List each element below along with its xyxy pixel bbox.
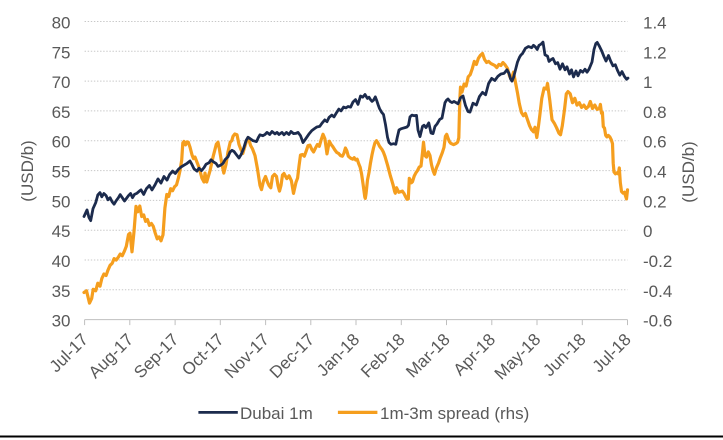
svg-text:35: 35 — [52, 282, 71, 301]
svg-text:60: 60 — [52, 133, 71, 152]
svg-text:(USD/b): (USD/b) — [18, 140, 37, 201]
svg-text:80: 80 — [52, 14, 71, 33]
svg-text:-0.6: -0.6 — [643, 312, 672, 331]
svg-text:Nov-17: Nov-17 — [221, 330, 273, 382]
svg-text:1.4: 1.4 — [643, 14, 667, 33]
svg-text:70: 70 — [52, 73, 71, 92]
svg-text:0.4: 0.4 — [643, 163, 667, 182]
svg-text:0.2: 0.2 — [643, 192, 667, 211]
svg-text:-0.4: -0.4 — [643, 282, 672, 301]
svg-text:Jul-18: Jul-18 — [589, 330, 635, 376]
svg-text:0.8: 0.8 — [643, 103, 667, 122]
svg-text:1m-3m spread (rhs): 1m-3m spread (rhs) — [380, 404, 529, 423]
svg-text:May-18: May-18 — [491, 330, 545, 384]
svg-text:0.6: 0.6 — [643, 133, 667, 152]
svg-text:50: 50 — [52, 192, 71, 211]
svg-text:Sep-17: Sep-17 — [130, 330, 182, 382]
svg-text:40: 40 — [52, 252, 71, 271]
svg-text:Jan-18: Jan-18 — [313, 330, 363, 380]
svg-text:75: 75 — [52, 43, 71, 62]
svg-text:45: 45 — [52, 222, 71, 241]
svg-text:Jun-18: Jun-18 — [539, 330, 589, 380]
svg-text:Dec-17: Dec-17 — [266, 330, 318, 382]
svg-text:1.2: 1.2 — [643, 43, 667, 62]
svg-text:Mar-18: Mar-18 — [402, 330, 454, 382]
svg-text:30: 30 — [52, 312, 71, 331]
svg-text:Oct-17: Oct-17 — [178, 330, 228, 380]
svg-text:65: 65 — [52, 103, 71, 122]
svg-text:(USD/b): (USD/b) — [679, 141, 698, 202]
svg-text:1: 1 — [643, 73, 652, 92]
svg-text:0: 0 — [643, 222, 652, 241]
svg-text:Feb-18: Feb-18 — [357, 330, 409, 382]
svg-text:55: 55 — [52, 163, 71, 182]
svg-text:Aug-17: Aug-17 — [85, 330, 137, 382]
svg-text:Dubai 1m: Dubai 1m — [240, 404, 313, 423]
svg-text:-0.2: -0.2 — [643, 252, 672, 271]
